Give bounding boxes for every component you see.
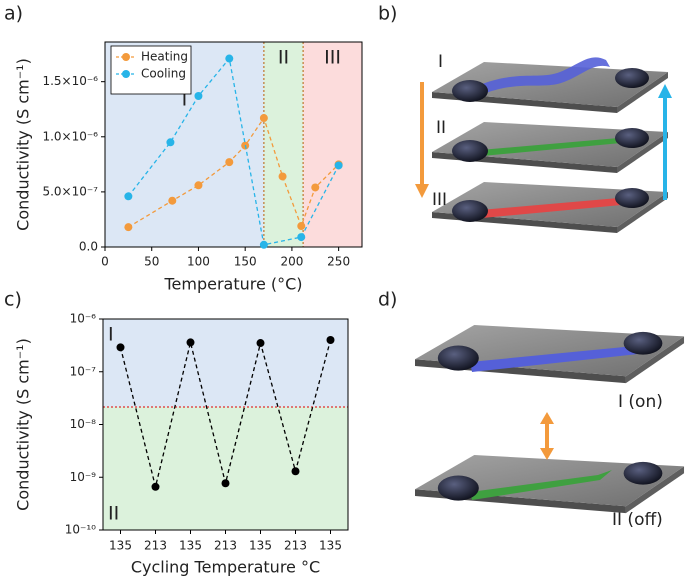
y-tick-label: 10⁻⁸ [70, 417, 97, 431]
data-point [259, 114, 268, 123]
panel-label: a) [4, 3, 23, 25]
crystal-green [470, 470, 612, 500]
y-tick-label: 10⁻⁷ [70, 364, 97, 378]
data-point [297, 222, 306, 231]
region-label: II [108, 503, 119, 525]
state-label: II (off) [612, 510, 663, 530]
illustration-d: I (on) II (off) [415, 325, 685, 530]
data-point [124, 223, 133, 232]
data-point [194, 181, 203, 190]
series-line [128, 116, 340, 228]
data-point [116, 343, 125, 352]
y-tick-label: 10⁻⁹ [70, 470, 97, 484]
region [103, 319, 348, 407]
data-point [225, 158, 234, 167]
y-tick-label: 1.5×10⁻⁶ [42, 74, 98, 88]
y-tick-label: 10⁻¹⁰ [65, 523, 96, 537]
data-point [225, 54, 234, 63]
x-tick-label: 250 [327, 255, 350, 269]
x-axis-label: Cycling Temperature °C [131, 558, 320, 577]
panel-label: b) [378, 3, 397, 25]
data-point [168, 196, 177, 205]
data-point [221, 479, 230, 488]
legend-marker [122, 70, 130, 78]
panel-label: c) [4, 289, 22, 311]
illustration-b: I II III [415, 52, 672, 233]
x-tick-label: 100 [187, 255, 210, 269]
crystal-blue [482, 57, 610, 93]
data-point [297, 233, 306, 242]
region [303, 42, 362, 247]
x-tick-label: 213 [214, 539, 237, 553]
data-point [334, 161, 343, 170]
arrow-head [540, 448, 554, 460]
arrow-head [540, 412, 554, 424]
x-tick-label: 200 [280, 255, 303, 269]
y-axis-label: Conductivity (S cm⁻¹) [14, 338, 33, 511]
data-point [151, 482, 160, 491]
state-label: I (on) [618, 392, 663, 412]
legend-label: Cooling [141, 67, 186, 81]
data-point [194, 92, 203, 101]
crystal-blue [470, 345, 647, 372]
x-tick-label: 50 [144, 255, 159, 269]
data-point [259, 240, 268, 249]
plot-frame [102, 318, 349, 531]
region-label: III [324, 47, 341, 69]
data-point [326, 335, 335, 344]
data-point [186, 338, 195, 347]
data-point [166, 138, 175, 147]
legend-label: Heating [141, 50, 188, 64]
y-tick-label: 10⁻⁶ [70, 312, 97, 326]
crystal-green [480, 137, 632, 156]
data-point [311, 183, 320, 192]
x-tick-label: 213 [144, 539, 167, 553]
x-tick-label: 135 [249, 539, 272, 553]
y-tick-label: 0.0 [79, 240, 98, 254]
x-tick-label: 0 [101, 255, 109, 269]
x-tick-label: 213 [284, 539, 307, 553]
data-point [278, 172, 287, 181]
data-point [256, 339, 265, 348]
region [103, 406, 348, 530]
x-tick-label: 135 [179, 539, 202, 553]
state-label: II [436, 118, 446, 138]
data-point [291, 467, 300, 476]
x-tick-label: 135 [319, 539, 342, 553]
crystal-red [480, 197, 632, 218]
region-label: I [108, 324, 114, 346]
x-axis-label: Temperature (°C) [163, 275, 302, 294]
state-label: I [438, 52, 443, 72]
region-label: I [182, 89, 188, 111]
x-tick-label: 135 [109, 539, 132, 553]
arrow-head [415, 184, 429, 198]
y-tick-label: 1.0×10⁻⁶ [42, 129, 98, 143]
y-tick-label: 5.0×10⁻⁷ [42, 184, 98, 198]
state-label: III [432, 190, 447, 210]
data-point [124, 192, 133, 201]
y-axis-label: Conductivity (S cm⁻¹) [14, 58, 33, 231]
region-label: II [278, 47, 289, 69]
arrow-head [658, 84, 672, 98]
panel-label: d) [378, 289, 397, 311]
legend-marker [122, 53, 130, 61]
plot-frame [104, 41, 363, 248]
x-tick-label: 150 [234, 255, 257, 269]
